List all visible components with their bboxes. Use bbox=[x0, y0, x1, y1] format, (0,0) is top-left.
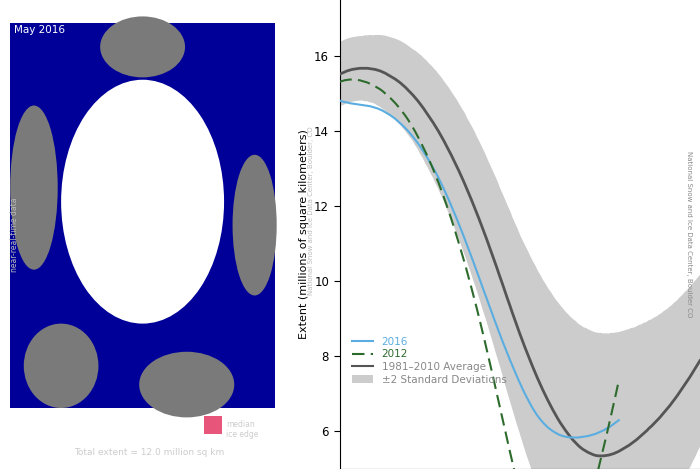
Ellipse shape bbox=[10, 106, 57, 270]
Text: Total extent = 12.0 million sq km: Total extent = 12.0 million sq km bbox=[74, 448, 225, 457]
Ellipse shape bbox=[232, 155, 276, 295]
Ellipse shape bbox=[100, 16, 185, 77]
Text: near-real-time data: near-real-time data bbox=[10, 197, 19, 272]
Legend: 2016, 2012, 1981–2010 Average, ±2 Standard Deviations: 2016, 2012, 1981–2010 Average, ±2 Standa… bbox=[349, 333, 511, 389]
Text: median
ice edge: median ice edge bbox=[226, 420, 258, 439]
Ellipse shape bbox=[139, 352, 234, 417]
Bar bbox=[204, 416, 223, 434]
Text: Sea Ice Extent
May 2016: Sea Ice Extent May 2016 bbox=[13, 12, 88, 35]
Text: National Snow and Ice Data Center, Boulder, CO: National Snow and Ice Data Center, Bould… bbox=[307, 127, 314, 295]
Bar bbox=[10, 23, 275, 408]
Text: National Snow and Ice Data Center, Boulder CO: National Snow and Ice Data Center, Bould… bbox=[687, 151, 692, 318]
Ellipse shape bbox=[61, 80, 224, 324]
Ellipse shape bbox=[24, 324, 99, 408]
Y-axis label: Extent (millions of square kilometers): Extent (millions of square kilometers) bbox=[298, 129, 309, 340]
